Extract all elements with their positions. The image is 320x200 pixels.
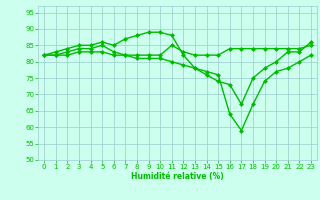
X-axis label: Humidité relative (%): Humidité relative (%) bbox=[131, 172, 224, 181]
